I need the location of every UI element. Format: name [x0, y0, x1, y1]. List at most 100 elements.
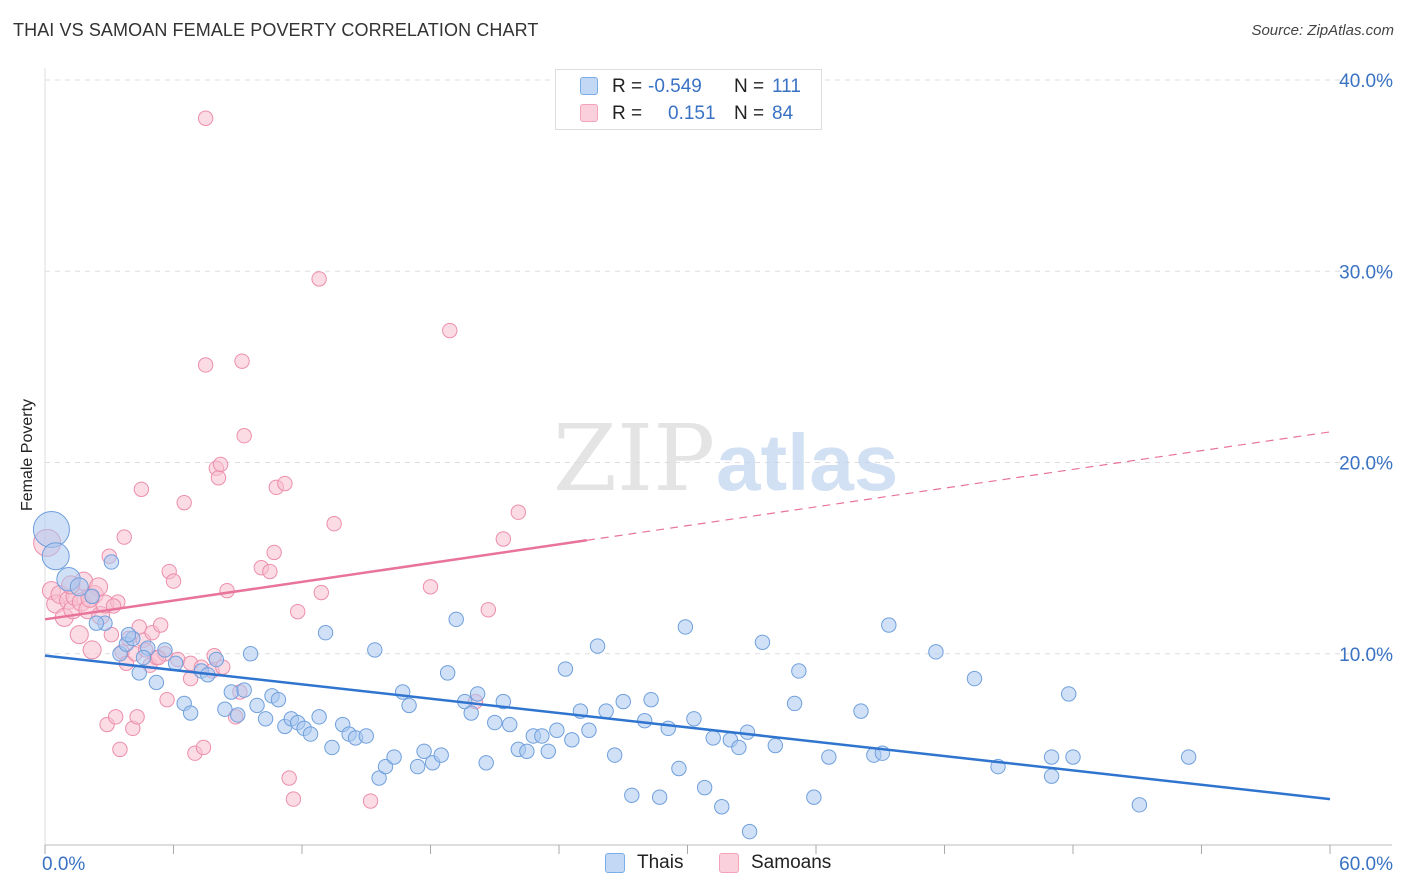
samoans-point [266, 544, 282, 561]
thais-point [549, 722, 565, 738]
y-tick-label: 10.0% [1339, 645, 1393, 666]
samoans-point [107, 709, 124, 725]
thais-point [463, 705, 479, 721]
thais-point [157, 642, 173, 658]
thais-point [624, 787, 640, 803]
x-tick-label-min: 0.0% [42, 854, 85, 875]
thais-series [32, 510, 1197, 840]
thais-point [377, 758, 394, 775]
thais-point [677, 619, 694, 635]
samoans-legend-label: Samoans [751, 852, 832, 873]
thais-point [1065, 749, 1081, 765]
samoans-point [281, 770, 297, 786]
samoans-point [236, 428, 252, 444]
samoans-point [197, 110, 214, 126]
thais-point [249, 697, 265, 714]
thais-point [502, 716, 518, 733]
thais-point [148, 674, 165, 691]
thais-point [853, 703, 869, 719]
thais-point [1180, 749, 1197, 765]
samoans-point [212, 456, 229, 473]
thais-point [69, 577, 89, 597]
samoans-point [159, 691, 175, 708]
samoans-point [165, 573, 182, 589]
thais-point [806, 789, 822, 805]
source-credit: Source: ZipAtlas.com [1251, 22, 1394, 39]
thais-point [469, 686, 486, 702]
samoans-swatch [580, 104, 598, 122]
thais-point [671, 760, 687, 777]
thais-point [714, 799, 730, 815]
samoans-point [480, 602, 497, 618]
thais-point [257, 711, 274, 727]
samoans-point [326, 516, 342, 532]
samoans-point [219, 582, 235, 599]
thais-point [317, 625, 334, 641]
thais-point [1043, 749, 1060, 765]
thais-point [448, 611, 464, 628]
n-value: 84 [772, 103, 794, 124]
thais-point [487, 714, 503, 731]
y-tick-label: 30.0% [1339, 262, 1393, 283]
thais-point [557, 661, 574, 677]
samoans-point [311, 271, 327, 287]
thais-point [643, 691, 659, 708]
samoans-point [116, 529, 132, 545]
thais-point [217, 701, 233, 717]
x-axis [44, 844, 1392, 854]
samoans-point [262, 563, 278, 580]
trend-lines [44, 431, 1331, 801]
samoans-point [234, 353, 250, 369]
thais-point [564, 732, 580, 748]
thais-point [135, 649, 152, 666]
samoans-point [495, 531, 512, 547]
r-label: R = [612, 76, 643, 97]
y-tick-label: 40.0% [1339, 71, 1393, 92]
samoans-point [103, 626, 120, 643]
chart-title: THAI VS SAMOAN FEMALE POVERTY CORRELATIO… [13, 20, 539, 40]
legend-row-samoans: R = 0.151 N = 84 [556, 101, 821, 127]
samoans-point [510, 504, 527, 520]
thais-point [367, 642, 383, 658]
thais-point [358, 728, 374, 744]
samoans-point [442, 322, 458, 339]
thais-point [1043, 768, 1060, 784]
n-label: N = [734, 76, 765, 97]
samoans-point [277, 475, 293, 492]
thais-point [660, 720, 676, 737]
thais-point [731, 739, 747, 756]
thais-point [324, 739, 340, 756]
thais-point [651, 789, 668, 805]
thais-point [881, 617, 897, 633]
thais-point [433, 747, 449, 763]
thais-point [928, 644, 944, 660]
y-tick-label: 20.0% [1339, 454, 1393, 475]
thais-point [739, 724, 756, 740]
samoans-point [112, 741, 128, 758]
thais-point [1061, 686, 1077, 702]
samoans-point [82, 640, 102, 660]
thais-point [120, 626, 137, 643]
grid-lines [44, 68, 1392, 845]
samoans-point [362, 793, 379, 809]
thais-point [767, 737, 784, 754]
samoans-point [197, 357, 214, 373]
samoans-point [69, 625, 89, 645]
thais-point [41, 542, 70, 571]
r-label: R = [612, 103, 643, 124]
r-value: 0.151 [668, 103, 716, 124]
thais-point [311, 709, 327, 725]
thais-point [386, 749, 402, 765]
samoans-trend-solid [44, 539, 588, 621]
thais-legend-label: Thais [637, 852, 684, 873]
thais-point [791, 663, 807, 679]
thais-point [84, 588, 100, 605]
thais-point [167, 655, 184, 672]
watermark-zip: ZIP [553, 405, 715, 512]
thais-point [270, 691, 287, 708]
x-tick-label-max: 60.0% [1339, 854, 1393, 875]
correlation-legend: R = -0.549 N = 111 R = 0.151 N = 84 [555, 69, 822, 130]
thais-point [401, 697, 417, 714]
watermark-atlas: atlas [716, 418, 898, 507]
